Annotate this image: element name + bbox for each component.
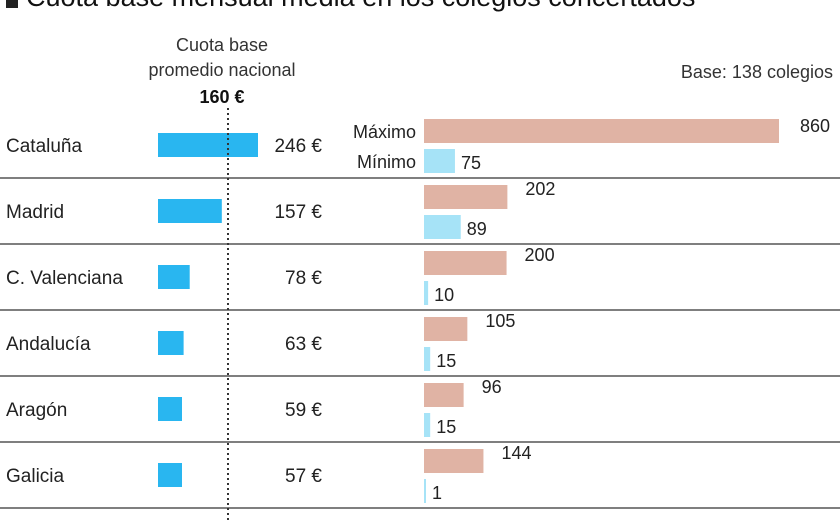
max-bar (424, 449, 484, 473)
min-value-label: 89 (467, 219, 487, 239)
region-label: C. Valenciana (6, 268, 123, 289)
average-value-label: 157 € (274, 202, 322, 223)
national-average-label-line1: Cuota base (176, 35, 268, 55)
min-bar (424, 479, 426, 503)
max-bar (424, 317, 468, 341)
legend-max-label: Máximo (353, 122, 416, 142)
chart-title-group: Cuota base mensual media en los colegios… (6, 0, 695, 12)
max-value-label: 96 (482, 377, 502, 397)
min-value-label: 15 (436, 351, 456, 371)
max-value-label: 202 (525, 179, 555, 199)
min-bar (424, 149, 455, 173)
max-bar (424, 251, 507, 275)
max-bar (424, 185, 508, 209)
legend-min-label: Mínimo (357, 152, 416, 172)
region-label: Aragón (6, 400, 67, 421)
base-note: Base: 138 colegios (681, 62, 833, 82)
region-label: Madrid (6, 202, 64, 223)
average-bar (158, 265, 190, 289)
chart-header: Cuota base promedio nacional 160 € Base:… (148, 35, 833, 107)
average-value-label: 57 € (285, 466, 322, 487)
average-bar (158, 463, 182, 487)
max-bar (424, 119, 779, 143)
min-bar (424, 281, 429, 305)
average-bar (158, 133, 258, 157)
national-average-value: 160 € (199, 87, 244, 107)
min-value-label: 75 (461, 153, 481, 173)
max-value-label: 144 (501, 443, 531, 463)
min-value-label: 10 (434, 285, 454, 305)
average-bar (158, 199, 222, 223)
region-label: Cataluña (6, 136, 82, 157)
min-bar (424, 215, 461, 239)
title-marker (6, 0, 18, 8)
min-value-label: 15 (436, 417, 456, 437)
max-bar (424, 383, 464, 407)
average-bar (158, 331, 184, 355)
chart-title: Cuota base mensual media en los colegios… (26, 0, 695, 12)
average-value-label: 246 € (274, 136, 322, 157)
average-bar (158, 397, 182, 421)
average-value-label: 59 € (285, 400, 322, 421)
region-label: Galicia (6, 466, 65, 487)
max-value-label: 105 (485, 311, 515, 331)
min-value-label: 1 (432, 483, 442, 503)
max-value-label: 200 (525, 245, 555, 265)
region-label: Andalucía (6, 334, 91, 355)
average-value-label: 63 € (285, 334, 322, 355)
average-value-label: 78 € (285, 268, 322, 289)
min-bar (424, 347, 431, 371)
min-bar (424, 413, 431, 437)
national-average-label-line2: promedio nacional (148, 60, 295, 80)
max-value-label: 860 (800, 116, 830, 136)
